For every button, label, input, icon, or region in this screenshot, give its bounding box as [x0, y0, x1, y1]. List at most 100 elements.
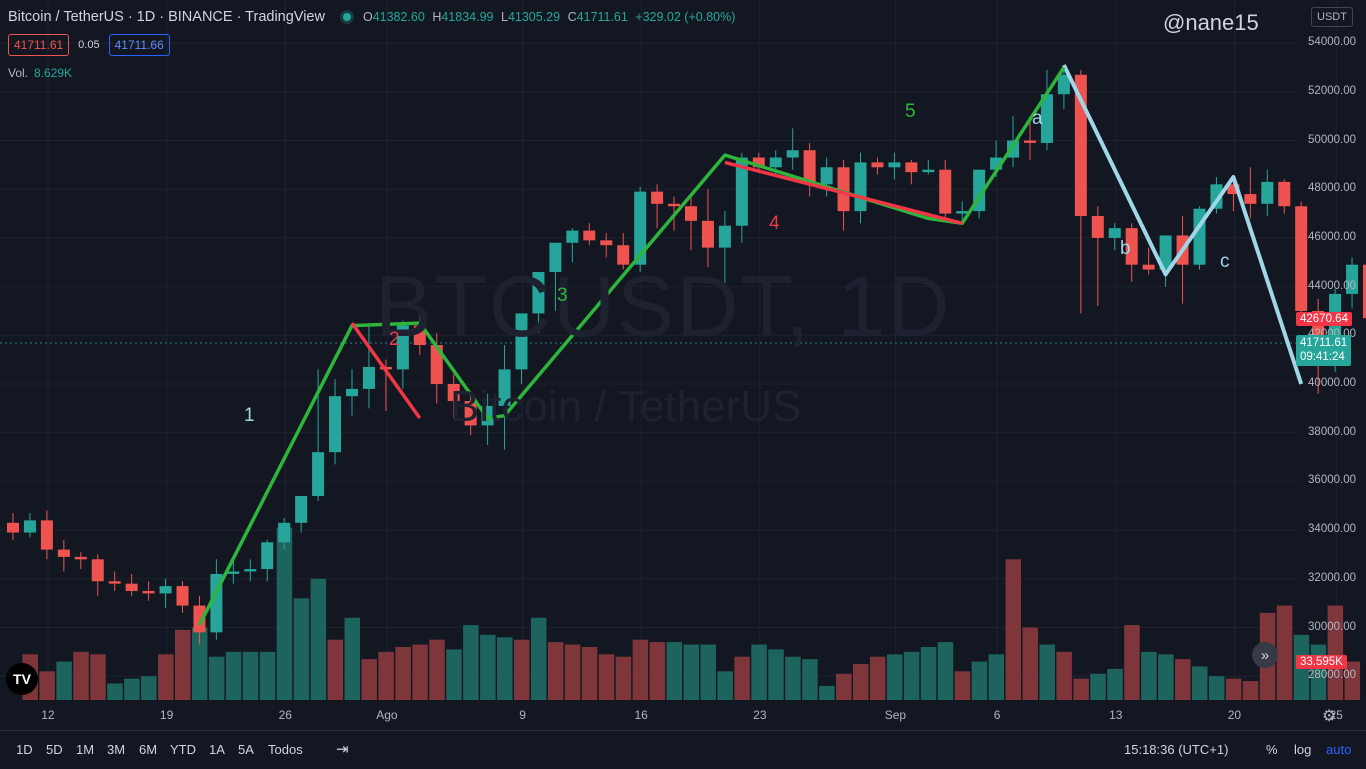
price-axis-label: 28000.00 — [1308, 669, 1356, 682]
log-toggle[interactable]: log — [1294, 742, 1312, 757]
volume-bar — [56, 661, 72, 700]
wave-label-1: 1 — [244, 405, 255, 426]
volume-legend[interactable]: Vol. 8.629K — [8, 66, 73, 80]
volume-bar — [1158, 654, 1174, 700]
last-price-tag: 41711.61 09:41:24 — [1296, 335, 1352, 366]
candle-body — [1278, 181, 1291, 207]
candle-body — [532, 271, 545, 314]
volume-bar — [785, 656, 801, 700]
wave-2-line — [350, 322, 422, 420]
time-axis-label: 26 — [278, 708, 292, 722]
candle-body — [142, 590, 155, 594]
volume-bar — [717, 671, 733, 700]
volume-bar — [903, 651, 920, 700]
price-axis-label: 50000.00 — [1308, 133, 1356, 146]
watermark-symbol: BTCUSDT, 1D — [375, 259, 952, 355]
candle-body — [74, 556, 87, 560]
range-1a[interactable]: 1A — [209, 742, 225, 757]
volume-bar — [666, 642, 683, 700]
volume-bar — [107, 683, 123, 700]
sell-button[interactable]: 41711.61 — [8, 34, 70, 56]
buy-button[interactable]: 41711.66 — [108, 34, 170, 56]
volume-bar — [158, 654, 174, 700]
volume-bar — [1327, 605, 1344, 700]
candle-body — [329, 396, 342, 453]
scroll-to-realtime-icon[interactable]: » — [1252, 642, 1278, 668]
range-1d[interactable]: 1D — [16, 742, 33, 757]
wave-label-a: a — [1032, 108, 1043, 129]
candle-body — [413, 325, 426, 346]
volume-bar — [259, 651, 276, 700]
volume-bar — [836, 673, 852, 700]
candle-body — [769, 157, 782, 168]
volume-bar — [90, 654, 106, 700]
range-ytd[interactable]: YTD — [170, 742, 196, 757]
volume-bar — [564, 644, 581, 700]
time-axis-label: Sep — [884, 708, 907, 722]
tradingview-logo-icon[interactable]: TV — [6, 663, 38, 695]
auto-toggle[interactable]: auto — [1326, 742, 1352, 757]
candle-body — [23, 520, 36, 533]
volume-bar — [446, 649, 462, 700]
range-5d[interactable]: 5D — [46, 742, 63, 757]
volume-bar — [175, 629, 191, 700]
volume-tag: 33.595K — [1296, 655, 1347, 669]
date-range-icon[interactable]: ⇥ — [336, 741, 349, 758]
candle-body — [346, 388, 358, 397]
candle-body — [718, 225, 731, 248]
price-axis-label: 48000.00 — [1308, 182, 1356, 195]
time-axis-label: 13 — [1109, 708, 1123, 722]
candle-body — [1040, 94, 1053, 143]
time-axis-label: 23 — [753, 708, 767, 722]
candle-body — [854, 162, 867, 212]
wave-lines — [197, 64, 1304, 626]
wave-label-3: 3 — [557, 285, 568, 306]
volume-bar — [1124, 625, 1140, 700]
settings-gear-icon[interactable]: ⚙ — [1322, 708, 1337, 725]
candle-body — [244, 569, 257, 572]
clock-timezone[interactable]: 15:18:36 (UTC+1) — [1124, 742, 1229, 757]
candle-body — [1007, 140, 1020, 158]
volume-bar — [141, 676, 157, 700]
volume-bar — [886, 654, 903, 700]
author-handle: @nane15 — [1163, 10, 1259, 35]
candle-body — [752, 157, 765, 168]
candle-body — [956, 211, 969, 214]
range-6m[interactable]: 6M — [139, 742, 158, 757]
candlesticks — [7, 69, 1366, 645]
candle-body — [1244, 194, 1257, 204]
range-3m[interactable]: 3M — [107, 742, 126, 757]
trade-buttons: 41711.61 0.05 41711.66 — [8, 34, 170, 56]
range-all[interactable]: Todos — [268, 742, 303, 757]
volume-bar — [124, 678, 140, 700]
volume-bar — [988, 654, 1005, 700]
volume-bar — [344, 617, 360, 700]
candle-body — [1091, 215, 1104, 238]
currency-button[interactable]: USDT — [1311, 7, 1353, 27]
spread-value: 0.05 — [78, 39, 100, 51]
candle-body — [617, 245, 630, 265]
candle-body — [1261, 181, 1274, 204]
volume-bar — [1107, 668, 1123, 700]
candle-body — [837, 167, 850, 212]
volume-bar — [1073, 678, 1089, 700]
range-5a[interactable]: 5A — [238, 742, 254, 757]
high-price-tag: 42670.64 — [1296, 312, 1352, 326]
candle-body — [786, 150, 799, 158]
time-axis-label: 12 — [41, 708, 55, 722]
wave-4-line — [724, 160, 963, 225]
symbol-title[interactable]: Bitcoin / TetherUS · 1D · BINANCE · Trad… — [8, 9, 325, 25]
time-axis-label: 25 — [1329, 708, 1343, 722]
percent-toggle[interactable]: % — [1266, 742, 1278, 757]
wave-label-4: 4 — [769, 213, 780, 234]
volume-bar — [853, 664, 869, 700]
bar-countdown: 09:41:24 — [1300, 351, 1345, 363]
range-1m[interactable]: 1M — [76, 742, 95, 757]
candle-body — [7, 522, 19, 533]
volume-bar — [276, 527, 293, 700]
volume-bar — [378, 651, 394, 700]
watermark-name: Bitcoin / TetherUS — [450, 382, 802, 431]
volume-bar — [39, 671, 55, 700]
chart-canvas[interactable] — [0, 0, 1366, 730]
volume-bar — [615, 656, 632, 700]
